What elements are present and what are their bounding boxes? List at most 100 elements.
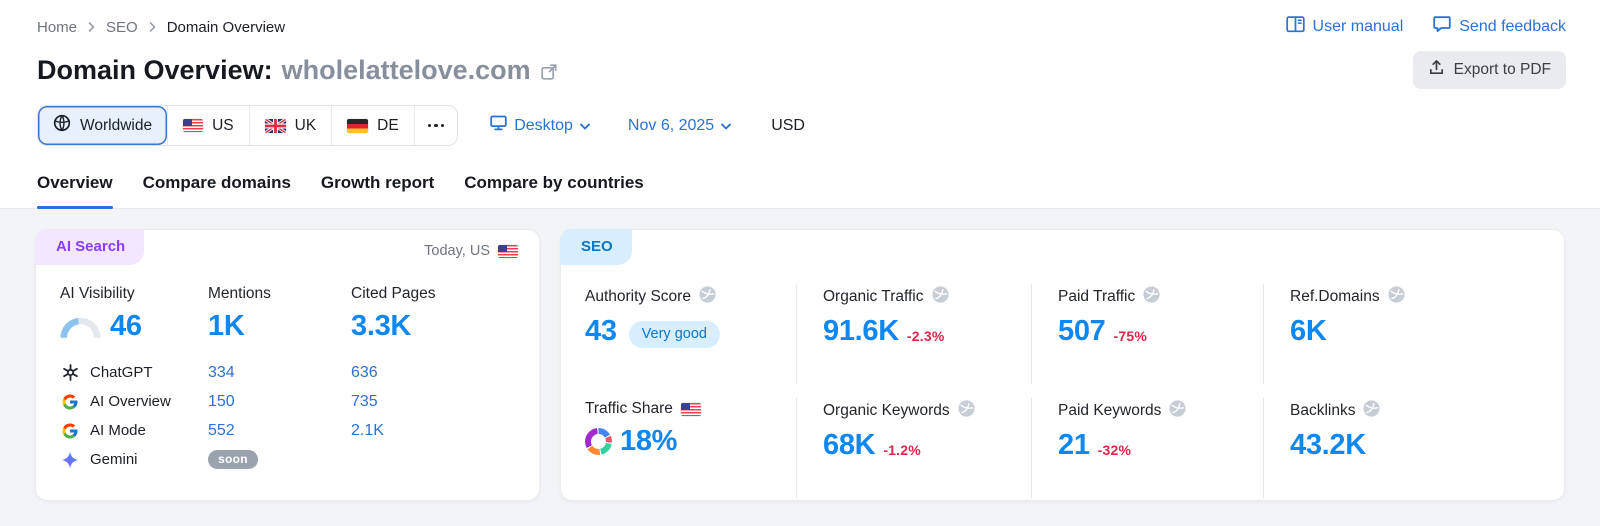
metric-traffic-share: Traffic Share 18% [561, 398, 796, 498]
send-feedback-link[interactable]: Send feedback [1433, 16, 1566, 38]
domain-name: wholelattelove.com [281, 54, 531, 85]
ai-visibility-value[interactable]: 46 [110, 310, 142, 342]
metric-mentions: Mentions 1K [208, 285, 271, 342]
globe-info-icon [958, 400, 975, 422]
tab-compare-domains[interactable]: Compare domains [142, 173, 291, 192]
date-dropdown[interactable]: Nov 6, 2025 [628, 117, 732, 135]
traffic-share-value[interactable]: 18% [620, 425, 678, 457]
backlinks-value[interactable]: 43.2K [1290, 429, 1366, 461]
metric-paid-keywords: Paid Keywords 21 -32% [1031, 398, 1263, 498]
mentions-value[interactable]: 1K [208, 310, 245, 342]
seo-tag: SEO [560, 229, 632, 265]
metric-ref-domains: Ref.Domains 6K [1263, 284, 1564, 384]
ai-metrics: AI Visibility 46 Mentions 1K [60, 285, 515, 341]
organic-traffic-value[interactable]: 91.6K [823, 315, 899, 347]
traffic-share-donut [585, 428, 612, 455]
export-to-pdf-button[interactable]: Export to PDF [1412, 51, 1566, 89]
organic-keywords-change: -1.2% [883, 442, 921, 458]
ai-engines-list: ChatGPT 334 636 AI Overview 150 [60, 358, 515, 474]
organic-keywords-value[interactable]: 68K [823, 429, 876, 461]
region-us[interactable]: US [167, 106, 249, 145]
chevron-right-icon [88, 22, 95, 32]
ai-mode-cited-pages[interactable]: 2.1K [351, 421, 384, 439]
tab-compare-by-countries[interactable]: Compare by countries [464, 173, 644, 192]
uk-flag-icon [264, 118, 286, 133]
ai-visibility-gauge [60, 317, 101, 339]
globe-info-icon [699, 286, 716, 308]
region-uk[interactable]: UK [248, 106, 332, 145]
authority-score-value[interactable]: 43 [585, 315, 617, 347]
ai-search-card: AI Search Today, US AI Visibility 46 [35, 229, 540, 501]
upload-icon [1428, 59, 1445, 81]
paid-keywords-change: -32% [1097, 442, 1132, 458]
ai-overview-cited-pages[interactable]: 735 [351, 392, 378, 410]
ai-search-scope: Today, US [424, 243, 518, 259]
ref-domains-value[interactable]: 6K [1290, 315, 1327, 347]
region-worldwide[interactable]: Worldwide [38, 106, 168, 145]
globe-info-icon [1169, 400, 1186, 422]
organic-traffic-change: -2.3% [906, 328, 945, 344]
tab-bar: Overview Compare domains Growth report C… [0, 173, 1600, 209]
engine-row-gemini: Gemini soon [60, 445, 515, 474]
cited-pages-value[interactable]: 3.3K [351, 310, 412, 342]
tab-overview[interactable]: Overview [37, 173, 113, 209]
header: Home SEO Domain Overview User manual [0, 0, 1600, 146]
monitor-icon [490, 115, 507, 136]
metric-backlinks: Backlinks 43.2K [1263, 398, 1564, 498]
breadcrumb: Home SEO Domain Overview [37, 19, 285, 36]
chatgpt-icon [60, 363, 80, 383]
ai-search-tag: AI Search [35, 229, 145, 265]
chat-bubble-icon [1433, 16, 1451, 38]
metric-cited-pages: Cited Pages 3.3K [351, 285, 436, 342]
chevron-right-icon [149, 22, 156, 32]
currency-label: USD [771, 116, 805, 134]
filter-bar: Worldwide US UK DE [37, 105, 1566, 146]
content-area: AI Search Today, US AI Visibility 46 [0, 209, 1600, 526]
google-icon [60, 392, 80, 412]
breadcrumb-seo[interactable]: SEO [106, 18, 138, 36]
metric-paid-traffic: Paid Traffic 507 -75% [1031, 284, 1263, 384]
us-flag-icon [183, 119, 204, 132]
globe-info-icon [1388, 286, 1405, 308]
metric-ai-visibility: AI Visibility 46 [60, 285, 142, 342]
engine-row-ai-mode: AI Mode 552 2.1K [60, 416, 515, 445]
engine-row-chatgpt: ChatGPT 334 636 [60, 358, 515, 387]
paid-traffic-change: -75% [1113, 328, 1147, 344]
ai-overview-mentions[interactable]: 150 [208, 392, 235, 410]
chatgpt-cited-pages[interactable]: 636 [351, 363, 378, 381]
de-flag-icon [347, 118, 369, 133]
google-icon [60, 421, 80, 441]
paid-keywords-value[interactable]: 21 [1058, 429, 1090, 461]
paid-traffic-value[interactable]: 507 [1058, 315, 1106, 347]
tab-growth-report[interactable]: Growth report [320, 173, 435, 192]
metric-organic-traffic: Organic Traffic 91.6K -2.3% [796, 284, 1031, 384]
breadcrumb-current: Domain Overview [166, 18, 286, 36]
gemini-soon-badge: soon [208, 450, 258, 469]
us-flag-icon [680, 402, 701, 416]
external-link-icon[interactable] [540, 63, 558, 81]
us-flag-icon [498, 244, 518, 258]
gemini-icon [60, 450, 80, 470]
ai-mode-mentions[interactable]: 552 [208, 421, 235, 439]
book-icon [1285, 16, 1305, 38]
region-de[interactable]: DE [331, 106, 414, 145]
chevron-down-icon [721, 117, 732, 135]
chevron-down-icon [579, 117, 590, 135]
ellipsis-icon [427, 123, 432, 128]
breadcrumb-home[interactable]: Home [37, 18, 78, 36]
chatgpt-mentions[interactable]: 334 [208, 363, 235, 381]
user-manual-link[interactable]: User manual [1285, 16, 1403, 38]
seo-card: SEO Authority Score 43 Very good [560, 229, 1565, 501]
metric-organic-keywords: Organic Keywords 68K -1.2% [796, 398, 1031, 498]
more-regions-button[interactable] [413, 106, 458, 145]
globe-info-icon [1363, 400, 1381, 422]
engine-row-ai-overview: AI Overview 150 735 [60, 387, 515, 416]
authority-score-badge: Very good [628, 321, 720, 348]
ai-visibility-gauge-fill [60, 317, 101, 339]
globe-info-icon [931, 286, 949, 308]
globe-info-icon [1143, 286, 1160, 308]
device-dropdown[interactable]: Desktop [490, 115, 590, 136]
metric-authority-score: Authority Score 43 Very good [561, 284, 796, 384]
page-title: Domain Overview: wholelattelove.com [37, 55, 558, 86]
